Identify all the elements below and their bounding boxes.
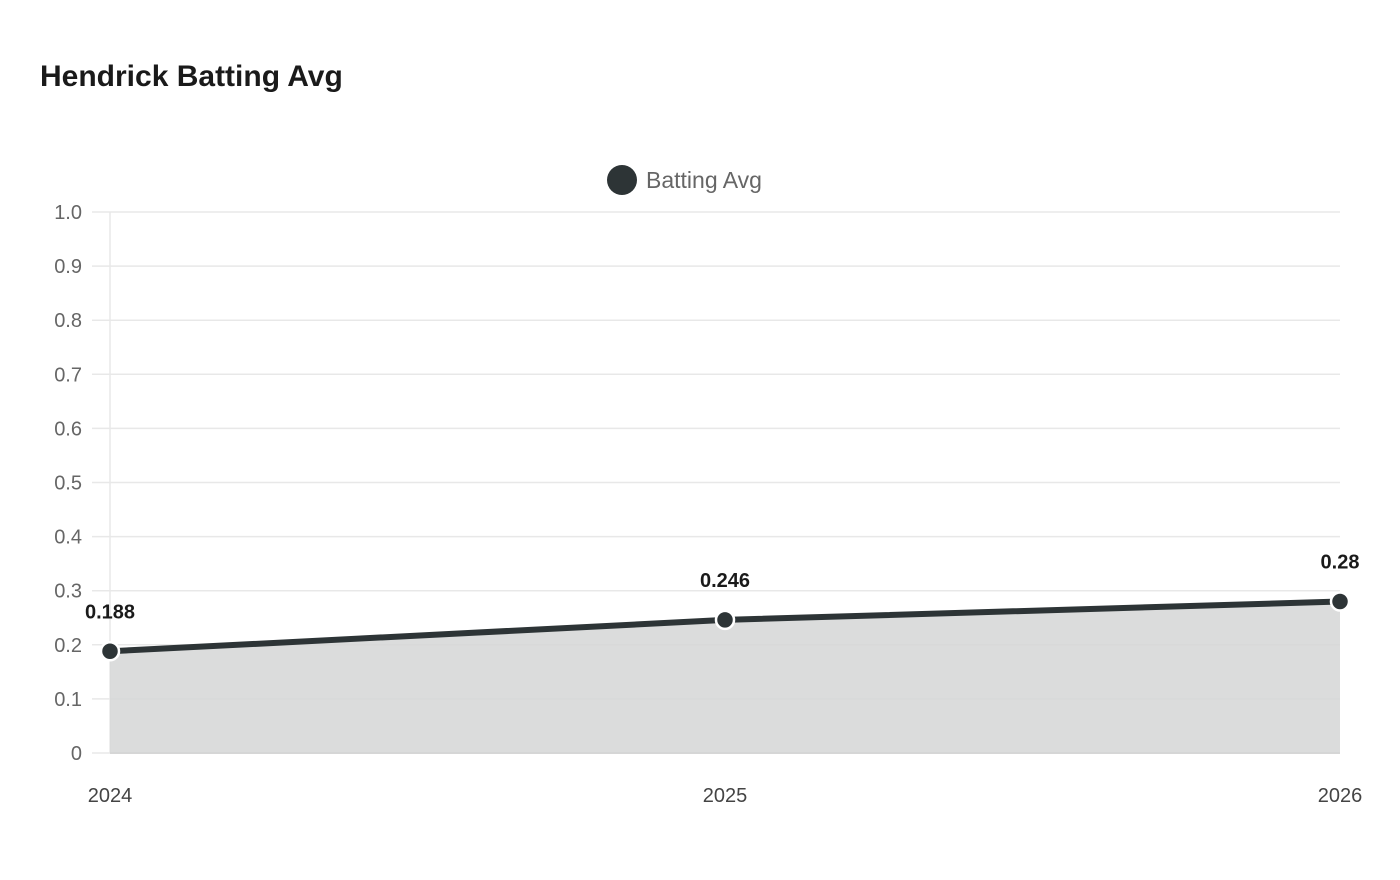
y-tick-label: 0.3: [54, 581, 82, 603]
x-tick-label: 2024: [88, 785, 133, 807]
data-point[interactable]: [99, 641, 121, 662]
area-fill: [110, 601, 1340, 753]
chart-title: Hendrick Batting Avg: [40, 60, 343, 93]
y-tick-label: 0.1: [54, 689, 82, 711]
x-axis: 2024 2025 2026: [88, 752, 1363, 807]
y-tick-label: 0.9: [54, 256, 82, 278]
plot-series: 0.188 0.246 0.28: [85, 552, 1360, 753]
y-tick-label: 0.7: [54, 364, 82, 386]
y-tick-label: 0.6: [54, 418, 82, 440]
y-tick-label: 1.0: [54, 202, 82, 224]
y-tick-label: 0.2: [54, 635, 82, 657]
data-point[interactable]: [1329, 591, 1351, 612]
data-label: 0.28: [1321, 552, 1360, 574]
data-label: 0.188: [85, 601, 135, 623]
y-tick-label: 0.5: [54, 473, 82, 495]
legend[interactable]: Batting Avg: [607, 165, 762, 195]
y-tick-label: 0.4: [54, 527, 82, 549]
data-label: 0.246: [700, 570, 750, 592]
legend-label: Batting Avg: [646, 167, 762, 193]
x-tick-label: 2026: [1318, 785, 1363, 807]
y-axis: 0 0.1 0.2 0.3 0.4 0.5 0.6 0.7 0.8 0.9 1.0: [54, 202, 111, 765]
y-tick-label: 0.8: [54, 310, 82, 332]
data-point[interactable]: [714, 609, 736, 631]
x-tick-label: 2025: [703, 785, 748, 807]
legend-marker: [607, 165, 637, 195]
y-tick-label: 0: [71, 743, 82, 765]
